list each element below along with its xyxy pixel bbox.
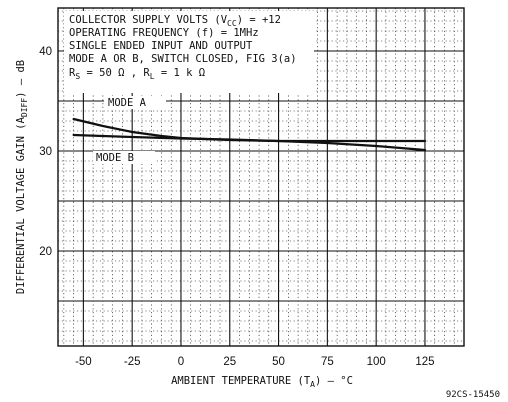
x-tick-label: 125 xyxy=(415,356,434,368)
annotation-frequency: OPERATING FREQUENCY (f) = 1MHz xyxy=(69,27,259,39)
x-tick-label: 50 xyxy=(272,356,285,368)
x-tick-label: 0 xyxy=(178,356,184,368)
plot-frame xyxy=(57,7,465,347)
x-tick-label: 100 xyxy=(367,356,386,368)
annotation-supply: COLLECTOR SUPPLY VOLTS (VCC) = +12 xyxy=(69,14,281,28)
y-tick-label: 40 xyxy=(39,46,52,58)
x-tick-label: 75 xyxy=(321,356,334,368)
y-tick-label: 30 xyxy=(39,146,52,158)
series-label-mode-b: MODE B xyxy=(96,152,134,164)
annotation-input-output: SINGLE ENDED INPUT AND OUTPUT xyxy=(69,40,253,52)
y-axis-label: DIFFERENTIAL VOLTAGE GAIN (ADIFF) — dB xyxy=(15,60,29,294)
annotation-mode: MODE A OR B, SWITCH CLOSED, FIG 3(a) xyxy=(69,53,297,65)
x-tick-label: -25 xyxy=(124,356,141,368)
mode-a-label-bg xyxy=(104,96,166,109)
x-tick-label: 25 xyxy=(223,356,236,368)
annotation-resistance: RS = 50 Ω , RL = 1 k Ω xyxy=(69,67,205,81)
annotation-box xyxy=(64,11,314,93)
y-tick-label: 20 xyxy=(39,246,52,258)
series-layer xyxy=(72,117,427,152)
figure-code: 92CS-15450 xyxy=(446,390,500,400)
mode-b-label-bg xyxy=(93,151,155,164)
x-axis-label: AMBIENT TEMPERATURE (TA) — °C xyxy=(171,375,353,389)
y-tick-labels: 20 30 40 xyxy=(39,46,52,258)
series-label-mode-a: MODE A xyxy=(108,97,147,109)
x-tick-label: -50 xyxy=(75,356,92,368)
series-line-mode-b xyxy=(72,133,427,152)
grid xyxy=(58,8,464,346)
x-tick-labels: -50 -25 0 25 50 75 100 125 xyxy=(75,356,434,368)
